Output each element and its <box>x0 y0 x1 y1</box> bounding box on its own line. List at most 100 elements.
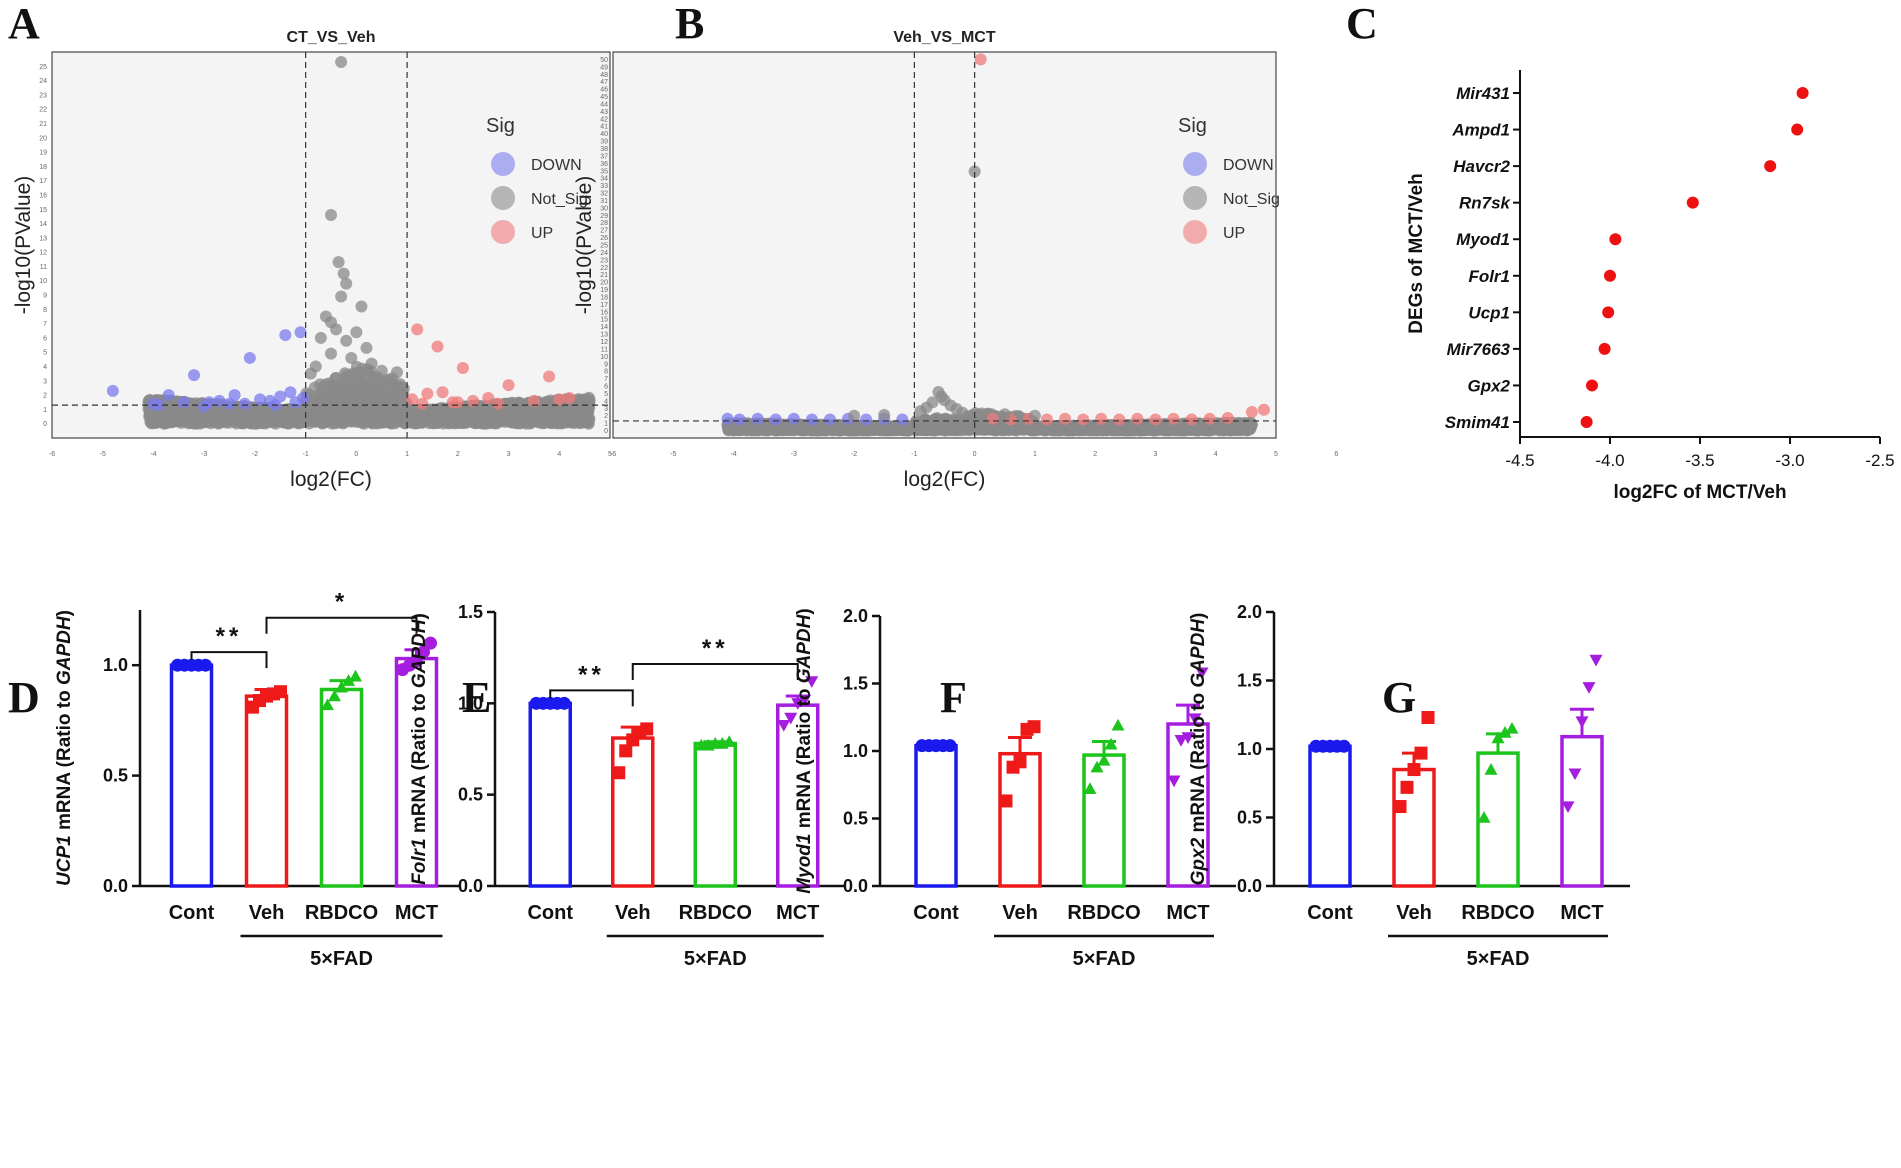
data-point-down <box>294 326 307 339</box>
y-tick-label-b: 47 <box>600 79 608 86</box>
y-axis-label-b: -log10(PValue) <box>573 176 596 315</box>
y-tick-label-b: 24 <box>600 250 608 257</box>
y-tick-label-b: 19 <box>600 287 608 294</box>
y-tick-label-b: 18 <box>600 294 608 301</box>
data-point-not-sig <box>505 416 518 429</box>
data-point-not-sig <box>352 367 365 380</box>
data-point-down <box>253 393 266 406</box>
data-point-up <box>411 323 424 336</box>
legend-title-a: Sig <box>486 115 515 137</box>
y-tick-label-a: 18 <box>39 164 47 171</box>
y-tick-label-a: 25 <box>39 64 47 71</box>
y-tick-label-a: 12 <box>39 250 47 257</box>
y-tick-label-a: 15 <box>39 207 47 214</box>
x-tick-label-b: 5 <box>1274 451 1278 458</box>
legend-marker-not-sig <box>491 186 515 210</box>
y-tick-label-a: 13 <box>39 235 47 242</box>
legend-marker-down <box>491 152 515 176</box>
data-point-up <box>553 393 566 406</box>
y-tick-label-b: 25 <box>600 243 608 250</box>
data-point-not-sig <box>541 400 554 413</box>
data-point-not-sig <box>570 405 583 418</box>
y-tick-label-b: 28 <box>600 220 608 227</box>
x-tick-label-a: 5 <box>608 451 612 458</box>
y-tick-label-b: 43 <box>600 109 608 116</box>
x-tick-label-b: -1 <box>911 451 917 458</box>
data-point-up <box>431 340 444 353</box>
y-tick-label-a: 9 <box>43 293 47 300</box>
x-tick-label-a: 4 <box>557 451 561 458</box>
plot-area-b <box>612 51 1277 439</box>
data-point-not-sig <box>304 367 317 380</box>
y-tick-label-b: 11 <box>601 346 608 353</box>
y-axis-label-a: -log10(PValue) <box>12 176 35 315</box>
y-tick-label-a: 23 <box>39 92 47 99</box>
y-tick-label-b: 10 <box>600 354 608 361</box>
data-point-down <box>297 391 310 404</box>
data-point-not-sig <box>351 415 364 428</box>
data-point-not-sig <box>330 323 343 336</box>
data-point-not-sig <box>314 331 327 344</box>
y-tick-label-a: 8 <box>43 307 47 314</box>
x-tick-label-a: 0 <box>354 451 358 458</box>
y-tick-label-b: 37 <box>600 153 608 160</box>
data-point-not-sig <box>360 341 373 354</box>
y-tick-label-b: 44 <box>600 101 608 108</box>
legend-label-up: UP <box>531 225 553 242</box>
y-tick-label-b: 22 <box>600 265 608 272</box>
data-point-not-sig <box>319 378 332 391</box>
data-point-not-sig <box>332 256 345 269</box>
panel-letter-c: C <box>1346 0 1378 48</box>
y-tick-label-b: 42 <box>600 116 608 123</box>
y-tick-label-b: 39 <box>600 139 608 146</box>
y-tick-label-b: 40 <box>600 131 608 138</box>
x-tick-label-a: -4 <box>150 451 156 458</box>
data-point-down <box>188 369 201 382</box>
x-tick-label-b: -4 <box>730 451 736 458</box>
x-tick-label-b: 0 <box>973 451 977 458</box>
y-tick-label-b: 9 <box>604 361 608 368</box>
data-point-down <box>243 351 256 364</box>
x-tick-label-b: -2 <box>851 451 857 458</box>
data-point-not-sig <box>171 414 184 427</box>
y-tick-label-b: 1 <box>604 421 608 428</box>
legend-marker-up <box>491 220 515 244</box>
panel-letter-e: E <box>462 673 491 722</box>
y-tick-label-b: 23 <box>600 257 608 264</box>
data-point-not-sig <box>350 326 363 339</box>
data-point-not-sig <box>335 56 348 69</box>
y-tick-label-b: 36 <box>600 161 608 168</box>
data-point-up <box>456 361 469 374</box>
y-tick-label-a: 7 <box>43 321 47 328</box>
data-point-not-sig <box>337 267 350 280</box>
y-tick-label-b: 7 <box>604 376 608 383</box>
y-tick-label-b: 15 <box>600 317 608 324</box>
data-point-not-sig <box>340 334 353 347</box>
x-tick-label-a: 3 <box>507 451 511 458</box>
data-point-not-sig <box>365 415 378 428</box>
y-tick-label-a: 24 <box>39 78 47 85</box>
plot-area-a <box>51 51 611 439</box>
y-tick-label-a: 22 <box>39 107 47 114</box>
data-point-not-sig <box>309 411 322 424</box>
y-tick-label-a: 19 <box>39 150 47 157</box>
data-point-not-sig <box>416 413 429 426</box>
x-tick-label-b: 1 <box>1033 451 1037 458</box>
data-point-up <box>482 391 495 404</box>
y-tick-label-a: 0 <box>43 421 47 428</box>
data-point-not-sig <box>370 385 383 398</box>
data-point-down <box>177 396 190 409</box>
not-sig-cloud-a <box>142 360 596 430</box>
y-tick-label-b: 41 <box>600 124 608 131</box>
data-point-not-sig <box>325 208 337 221</box>
x-tick-label-b: -6 <box>610 451 616 458</box>
y-tick-label-b: 31 <box>600 198 608 205</box>
data-point-down <box>228 389 241 402</box>
x-tick-label-a: -5 <box>100 451 106 458</box>
data-point-up <box>492 397 505 410</box>
panel-letter-f: F <box>940 673 967 722</box>
x-axis-label-b: log2(FC) <box>904 468 986 491</box>
panel-letter-g: G <box>1382 673 1416 722</box>
